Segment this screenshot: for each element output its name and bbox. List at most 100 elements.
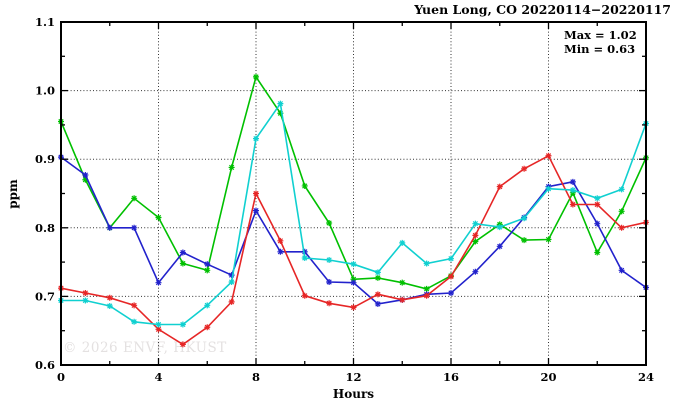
stats-min: Min = 0.63 xyxy=(564,42,636,56)
series-cyan-marker xyxy=(326,257,333,264)
series-red-marker xyxy=(399,296,406,303)
series-cyan-marker xyxy=(472,220,479,227)
series-red-marker xyxy=(350,304,357,311)
series-red-marker xyxy=(521,165,528,172)
series-cyan-marker xyxy=(496,224,503,231)
series-blue-marker xyxy=(155,279,162,286)
series-cyan-marker xyxy=(228,278,235,285)
series-green-marker xyxy=(472,238,479,245)
series-cyan-marker xyxy=(301,254,308,261)
series-red-marker xyxy=(277,237,284,244)
stats-box: Max = 1.02 Min = 0.63 xyxy=(564,28,637,56)
series-green-marker xyxy=(618,208,625,215)
series-green-marker xyxy=(179,260,186,267)
series-cyan-marker xyxy=(106,303,113,310)
series-green-marker xyxy=(326,219,333,226)
series-cyan-marker xyxy=(155,321,162,328)
y-tick-label: 0.6 xyxy=(35,358,55,372)
series-red-marker xyxy=(106,294,113,301)
series-blue-marker xyxy=(131,224,138,231)
x-tick-label: 4 xyxy=(154,370,162,384)
series-red-marker xyxy=(155,326,162,333)
series-blue-marker xyxy=(374,300,381,307)
series-blue-marker xyxy=(326,278,333,285)
series-red-marker xyxy=(448,273,454,280)
series-blue-marker xyxy=(106,224,113,231)
series-blue-marker xyxy=(448,289,454,296)
series-red-marker xyxy=(253,190,259,197)
series-cyan-marker xyxy=(204,302,211,309)
x-tick-label: 0 xyxy=(57,370,65,384)
x-tick-label: 8 xyxy=(252,370,260,384)
y-tick-label: 0.9 xyxy=(35,152,55,166)
series-green-marker xyxy=(301,182,308,189)
series-blue-marker xyxy=(594,220,601,227)
series-red-marker xyxy=(423,292,430,299)
series-red-marker xyxy=(131,302,138,309)
series-red-marker xyxy=(472,232,479,239)
series-red-marker xyxy=(179,341,186,348)
x-axis-title: Hours xyxy=(332,387,375,401)
series-red-marker xyxy=(204,324,211,331)
series-cyan-marker xyxy=(82,297,89,304)
series-red-marker xyxy=(569,201,576,208)
series-red-marker xyxy=(326,300,333,307)
series-cyan-marker xyxy=(545,185,552,192)
series-cyan-marker xyxy=(594,195,601,202)
y-tick-label: 1.1 xyxy=(35,15,55,29)
series-green-marker xyxy=(545,236,552,243)
series-green-marker xyxy=(374,274,381,281)
series-red-marker xyxy=(594,201,601,208)
series-cyan-marker xyxy=(179,321,186,328)
series-blue-marker xyxy=(618,267,625,274)
series-blue-marker xyxy=(472,268,479,275)
series-red-marker xyxy=(496,183,503,190)
series-green-marker xyxy=(350,276,357,283)
series-red-marker xyxy=(301,292,308,299)
y-axis-title: ppm xyxy=(6,179,20,209)
series-blue-marker xyxy=(350,279,357,286)
series-cyan-marker xyxy=(618,186,625,193)
x-tick-label: 24 xyxy=(638,370,654,384)
series-green-marker xyxy=(204,267,211,274)
x-tick-label: 20 xyxy=(540,370,556,384)
series-cyan-marker xyxy=(448,255,454,262)
series-red-marker xyxy=(82,289,89,296)
x-tick-label: 12 xyxy=(345,370,361,384)
series-cyan-marker xyxy=(131,318,138,325)
series-green-marker xyxy=(82,176,89,183)
y-tick-label: 0.7 xyxy=(35,289,55,303)
series-blue-marker xyxy=(569,178,576,185)
series-green-marker xyxy=(277,110,284,117)
series-cyan-marker xyxy=(374,269,381,276)
series-blue-marker xyxy=(277,248,284,255)
series-red-marker xyxy=(545,152,552,159)
series-cyan-marker xyxy=(253,135,259,142)
series-cyan-marker xyxy=(399,239,406,246)
series-green-marker xyxy=(423,285,430,292)
series-red-marker xyxy=(228,298,235,305)
series-blue-marker xyxy=(253,207,259,214)
series-green-marker xyxy=(521,237,528,244)
stats-max: Max = 1.02 xyxy=(564,28,637,42)
series-cyan-marker xyxy=(521,215,528,222)
series-blue-marker xyxy=(179,249,186,256)
series-red-marker xyxy=(374,291,381,298)
series-blue-marker xyxy=(204,261,211,268)
series-green-marker xyxy=(228,164,235,171)
chart-title: Yuen Long, CO 20220114−20220117 xyxy=(414,2,671,17)
series-cyan-marker xyxy=(569,187,576,194)
series-blue-marker xyxy=(82,171,89,178)
y-tick-label: 0.8 xyxy=(35,221,55,235)
series-blue-marker xyxy=(228,272,235,279)
series-green-marker xyxy=(594,249,601,256)
series-green-marker xyxy=(399,279,406,286)
series-green-marker xyxy=(155,214,162,221)
series-cyan-marker xyxy=(350,261,357,268)
series-blue-marker xyxy=(496,243,503,250)
x-tick-label: 16 xyxy=(443,370,459,384)
series-cyan-marker xyxy=(277,100,284,107)
series-cyan-marker xyxy=(423,260,430,267)
